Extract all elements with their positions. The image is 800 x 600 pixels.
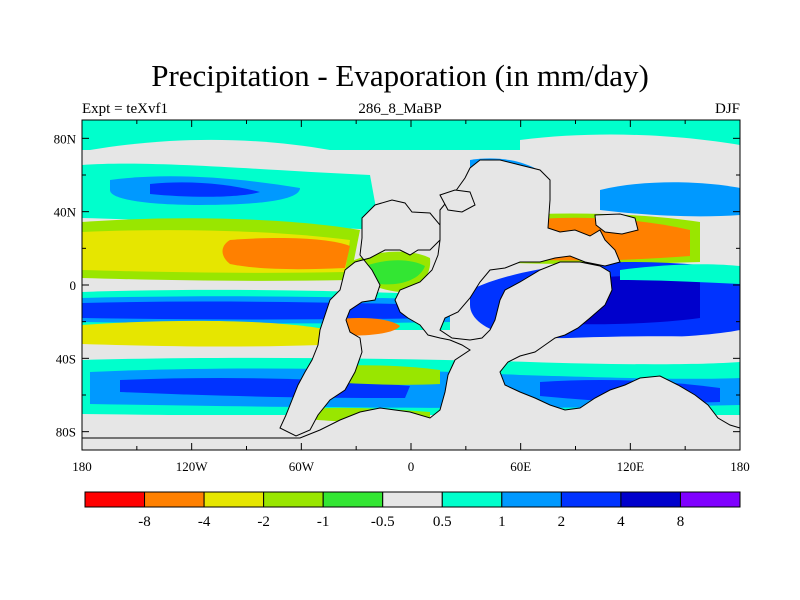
south-green-strip <box>330 365 440 385</box>
colorbar-level-label: 8 <box>677 514 685 530</box>
colorbar-level-label: 4 <box>617 514 625 530</box>
colorbar-swatch <box>203 491 265 508</box>
colorbar-swatch <box>382 491 443 508</box>
colorbar-level-label: 2 <box>558 514 566 530</box>
south-indian-gray <box>520 336 740 362</box>
colorbar-swatch <box>679 491 741 508</box>
x-tick-label: 60W <box>289 459 315 474</box>
x-tick-label: 180 <box>730 459 750 474</box>
band-south-subtropical <box>82 320 330 347</box>
x-tick-label: 60E <box>510 459 531 474</box>
colorbar-labels: -8 -4 -2 -1 -0.5 0.5 1 2 4 8 <box>138 514 684 530</box>
continent-outlines <box>81 159 741 451</box>
colorbar-swatch <box>263 491 324 508</box>
time-label: 286_8_MaBP <box>358 101 442 117</box>
colorbar-swatch <box>144 491 205 508</box>
y-tick-label: 80S <box>56 425 76 440</box>
colorbar-swatch <box>84 491 146 508</box>
season-label: DJF <box>714 101 740 117</box>
x-tick-label: 120W <box>176 459 209 474</box>
colorbar-level-label: -8 <box>138 514 151 530</box>
colorbar-swatch <box>620 491 681 508</box>
colorbar-level-label: -1 <box>317 514 330 530</box>
colorbar-swatch <box>560 491 622 508</box>
continent-greenland <box>439 189 476 213</box>
continent-americas <box>279 199 441 437</box>
colorbar-level-label: -2 <box>257 514 270 530</box>
colorbar-swatch <box>322 491 384 508</box>
y-tick-label: 40N <box>54 205 77 220</box>
north-pacific-deep <box>150 182 260 197</box>
x-tick-labels: 180 120W 60W 0 60E 120E 180 <box>72 459 750 474</box>
y-tick-label: 40S <box>56 351 76 366</box>
colorbar-level-label: 0.5 <box>433 514 452 530</box>
north-pacific-orange <box>222 238 350 270</box>
colorbar-level-label: 1 <box>498 514 506 530</box>
colorbar-swatch <box>441 491 503 508</box>
x-tick-label: 180 <box>72 459 92 474</box>
x-tick-label: 0 <box>408 459 415 474</box>
colorbar-level-label: -4 <box>198 514 211 530</box>
y-tick-labels: 80N 40N 0 40S 80S <box>54 131 77 439</box>
y-tick-label: 80N <box>54 131 77 146</box>
east-wet-cyan <box>620 264 740 284</box>
continent-east-asia-lake <box>594 213 639 235</box>
experiment-label: Expt = teXvf1 <box>82 101 168 117</box>
continent-afro-eurasia <box>81 159 741 451</box>
band-equatorial-deep <box>82 301 440 320</box>
colorbar-level-label: -0.5 <box>371 514 395 530</box>
colorbar <box>84 491 741 508</box>
axis-ticks <box>81 120 741 450</box>
y-tick-label: 0 <box>70 278 77 293</box>
colorbar-swatch <box>501 491 562 508</box>
north-atlantic-blue <box>600 182 740 217</box>
x-tick-label: 120E <box>617 459 645 474</box>
chart-title: Precipitation - Evaporation (in mm/day) <box>151 58 649 93</box>
north-gray-patch-2 <box>520 134 740 165</box>
